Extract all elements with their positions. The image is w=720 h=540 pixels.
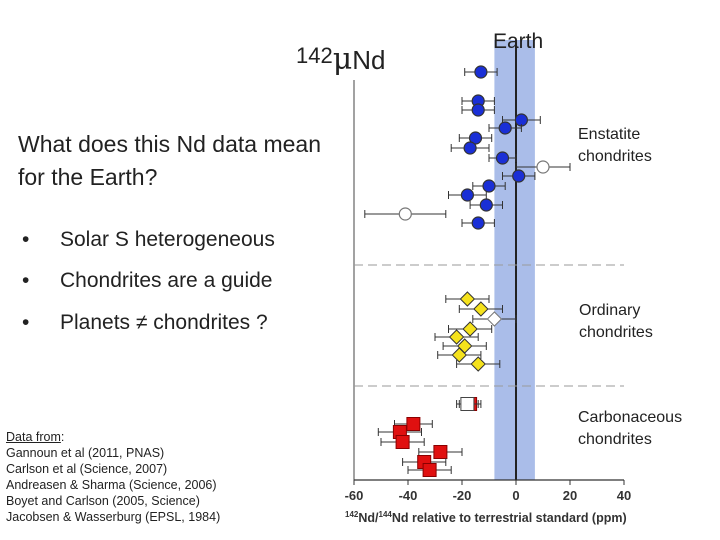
group-label-ordinary: Ordinary chondrites [579, 300, 653, 344]
reference-item: Boyet and Carlson (2005, Science) [6, 494, 200, 508]
ylabel-element: Nd [352, 45, 386, 75]
data-point-enstatite [463, 141, 477, 155]
data-point-ordinary [486, 311, 503, 327]
group-label-line: chondrites [579, 324, 653, 341]
bullet-mark: • [22, 228, 30, 251]
x-tick-label: 20 [563, 488, 577, 503]
data-point-enstatite [495, 151, 510, 165]
data-point-ordinary [451, 347, 468, 363]
data-point-ordinary [448, 329, 465, 345]
x-axis-title-sup1: 142 [345, 510, 359, 519]
data-point-enstatite [536, 160, 550, 174]
x-axis-title: 142Nd/144Nd relative to terrestrial stan… [345, 510, 627, 525]
x-tick-label: 40 [617, 488, 631, 503]
x-tick-label: -40 [399, 488, 418, 503]
data-point-enstatite [471, 216, 485, 230]
reference-item: Jacobsen & Wasserburg (EPSL, 1984) [6, 510, 221, 524]
bullet-mark: • [22, 269, 30, 292]
data-point-enstatite [479, 198, 493, 212]
bullet-item: • Planets ≠ chondrites ? [22, 311, 268, 335]
bullet-text: Solar S heterogeneous [60, 228, 275, 251]
data-point-ordinary [473, 301, 489, 317]
ylabel-superscript: 142 [296, 43, 333, 68]
group-label-line: Enstatite [578, 126, 641, 143]
earth-label: Earth [493, 30, 544, 53]
data-point-enstatite [498, 121, 512, 135]
bullet-item: • Solar S heterogeneous [22, 228, 275, 252]
earth-band [494, 40, 535, 480]
data-point-ordinary [470, 356, 486, 372]
group-label-line: chondrites [578, 148, 652, 165]
data-point-ordinary [462, 321, 478, 337]
data-point-enstatite [474, 65, 488, 79]
x-axis-title-mid: Nd/ [358, 511, 379, 526]
reference-item: Gannoun et al (2011, PNAS) [6, 446, 165, 460]
group-label-line: chondrites [578, 431, 652, 448]
bullet-text: Planets ≠ chondrites ? [60, 311, 268, 334]
x-tick-label: -60 [345, 488, 364, 503]
bullet-text: Chondrites are a guide [60, 269, 273, 292]
group-label-line: Ordinary [579, 302, 641, 319]
data-point-enstatite [468, 131, 483, 145]
group-label-carbonaceous: Carbonaceous chondrites [578, 407, 682, 451]
data-point-carbonaceous [422, 463, 437, 477]
group-label-enstatite: Enstatite chondrites [578, 124, 652, 168]
x-tick-label: 0 [512, 488, 519, 503]
reference-item: Carlson et al (Science, 2007) [6, 462, 168, 476]
reference-item: Andreasen & Sharma (Science, 2006) [6, 478, 217, 492]
group-label-line: Carbonaceous [578, 409, 683, 426]
ylabel-mu: μ [332, 42, 353, 77]
data-point-enstatite [460, 188, 474, 202]
data-point-enstatite [482, 179, 496, 193]
data-point-ordinary [459, 291, 476, 307]
data-point-carbonaceous [433, 445, 448, 459]
x-axis-title-sup2: 144 [378, 510, 392, 519]
references: Data from: Gannoun et al (2011, PNAS) Ca… [6, 429, 220, 525]
data-point-enstatite [512, 169, 526, 183]
references-colon: : [60, 430, 65, 444]
data-point-enstatite [471, 103, 485, 117]
data-point-enstatite [398, 207, 412, 221]
data-point-carbonaceous [406, 417, 421, 431]
x-axis-title-rest: Nd relative to terrestrial standard (ppm… [391, 511, 627, 526]
bullet-mark: • [22, 311, 30, 334]
bullet-item: • Chondrites are a guide [22, 269, 272, 293]
references-heading: Data from [6, 430, 61, 444]
question-heading: What does this Nd data mean for the Eart… [18, 131, 321, 190]
chart-y-label: 142μNd [296, 42, 385, 77]
data-point-carbonaceous [460, 397, 475, 411]
x-tick-label: -20 [453, 488, 472, 503]
data-point-carbonaceous [395, 435, 410, 449]
